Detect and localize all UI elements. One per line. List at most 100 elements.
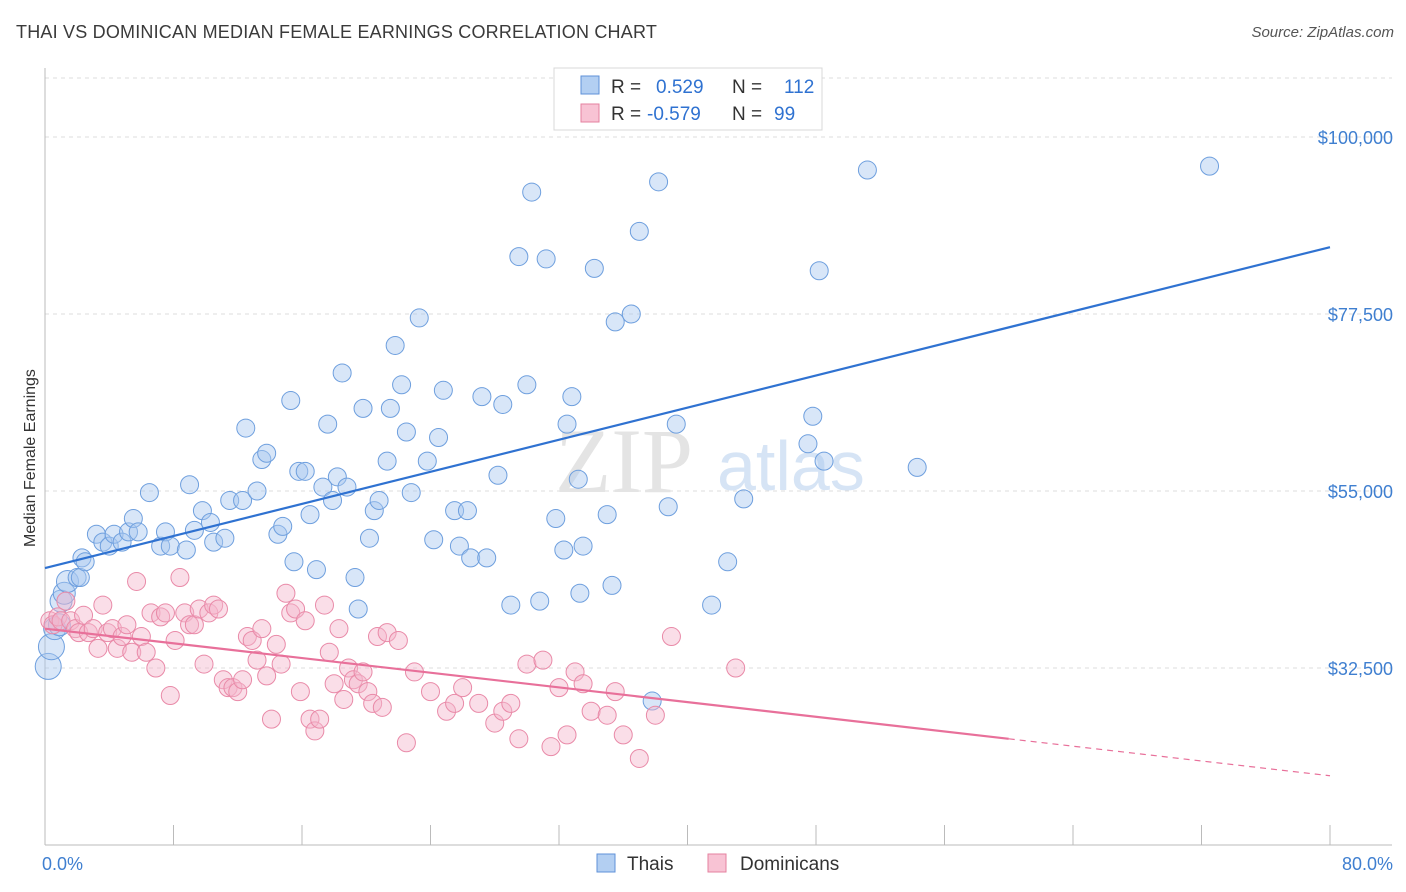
thai-point — [215, 528, 235, 548]
thai-point — [658, 497, 678, 517]
dominican-point — [396, 733, 416, 753]
thai-point — [34, 652, 62, 680]
dominican-point — [102, 619, 122, 639]
dominican-point — [218, 678, 238, 698]
thai-point — [809, 261, 829, 281]
thai-point — [204, 532, 224, 552]
dominican-point — [377, 623, 397, 643]
thai-point — [568, 469, 588, 489]
thai-point — [562, 387, 582, 407]
thai-point — [160, 536, 180, 556]
dominican-point — [117, 615, 137, 635]
thai-point — [554, 540, 574, 560]
watermark: ZIP atlas — [555, 410, 865, 512]
thai-point — [557, 414, 577, 434]
legend-n-value-thai: 112 — [784, 77, 814, 98]
dominican-point — [194, 654, 214, 674]
dominican-point — [136, 642, 156, 662]
thai-point — [621, 304, 641, 324]
thai-point — [247, 481, 267, 501]
thai-point — [295, 461, 315, 481]
dominican-point — [367, 627, 387, 647]
thai-point — [814, 451, 834, 471]
dominican-point — [501, 693, 521, 713]
bottom-legend-label-thai: Thais — [627, 854, 673, 875]
y-tick-label-2: $77,500 — [1328, 305, 1393, 325]
dominican-point — [348, 674, 368, 694]
thai-point — [602, 575, 622, 595]
thai-point — [597, 505, 617, 525]
thai-point — [429, 428, 449, 448]
dominican-point — [189, 599, 209, 619]
thai-point — [257, 443, 277, 463]
dominican-point — [314, 595, 334, 615]
thai-point — [364, 501, 384, 521]
dominican-point — [122, 642, 142, 662]
dominican-point — [565, 662, 585, 682]
dominican-point — [160, 686, 180, 706]
dominican-point — [613, 725, 633, 745]
thai-point — [433, 380, 453, 400]
dominican-point — [300, 709, 320, 729]
thai-point — [359, 528, 379, 548]
dominican-point — [557, 725, 577, 745]
thai-point — [584, 258, 604, 278]
dominican-point — [56, 591, 76, 611]
dominican-point — [319, 642, 339, 662]
dominican-point — [324, 674, 344, 694]
dominican-trend-extension — [1008, 738, 1331, 777]
dominican-point — [295, 611, 315, 631]
y-tick-label-1: $55,000 — [1328, 482, 1393, 502]
thai-point — [803, 406, 823, 426]
dominican-point — [597, 705, 617, 725]
dominican-point — [485, 713, 505, 733]
legend-swatch-dominican — [580, 103, 600, 123]
thai-point — [284, 552, 304, 572]
legend-n-label-thai: N = — [732, 77, 762, 98]
thai-point — [501, 595, 521, 615]
dominican-point — [290, 682, 310, 702]
thai-point — [493, 394, 513, 414]
bottom-legend-label-dominican: Dominicans — [740, 854, 839, 875]
dominican-point — [726, 658, 746, 678]
thai-point — [369, 490, 389, 510]
thai-point — [702, 595, 722, 615]
dominican-point — [310, 709, 330, 729]
x-tick-labels: 0.0% 80.0% — [42, 854, 1393, 874]
thai-point — [306, 560, 326, 580]
thai-point — [536, 249, 556, 269]
x-tick-label-1: 80.0% — [1342, 854, 1393, 874]
thai-point — [348, 599, 368, 619]
thai-point — [385, 335, 405, 355]
thai-point — [139, 483, 159, 503]
dominican-point — [581, 701, 601, 721]
legend-n-label-dominican: N = — [732, 104, 762, 125]
thai-point — [332, 363, 352, 383]
bottom-legend-swatch-dominican — [707, 853, 727, 873]
thai-point — [605, 312, 625, 332]
thai-point — [649, 172, 669, 192]
thai-point — [289, 461, 309, 481]
thai-point — [236, 418, 256, 438]
thai-point — [396, 422, 416, 442]
dominican-point — [127, 571, 147, 591]
thai-point — [546, 509, 566, 529]
legend-r-value-dominican: -0.579 — [647, 104, 701, 125]
dominican-point — [228, 682, 248, 702]
dominican-point — [170, 568, 190, 588]
thai-point — [70, 568, 90, 588]
thai-point — [477, 548, 497, 568]
bottom-legend-swatch-thai — [596, 853, 616, 873]
y-tick-label-0: $32,500 — [1328, 659, 1393, 679]
thai-point — [517, 375, 537, 395]
dominican-point — [146, 658, 166, 678]
chart-title: THAI VS DOMINICAN MEDIAN FEMALE EARNINGS… — [16, 22, 658, 42]
thai-point — [629, 221, 649, 241]
dominican-trend-line — [44, 627, 1009, 740]
thai-point — [300, 505, 320, 525]
legend-r-value-thai: 0.529 — [656, 77, 704, 98]
dominican-point — [329, 619, 349, 639]
thai-point — [573, 536, 593, 556]
dominican-point — [509, 729, 529, 749]
